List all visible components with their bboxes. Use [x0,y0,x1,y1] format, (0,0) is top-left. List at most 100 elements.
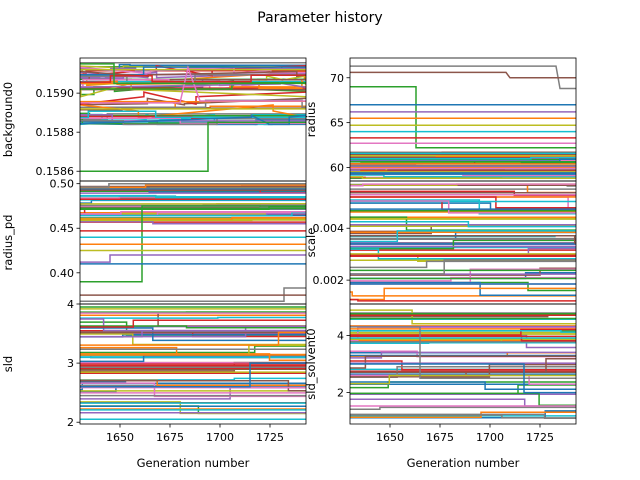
series-line [80,211,306,215]
y-tick-label: 2 [67,416,74,429]
series-line-highlight [350,85,576,149]
series-line-highlight [350,363,576,394]
series-line [80,382,306,398]
x-tick-label: 1725 [526,431,554,444]
panel-radius_pd: 0.40 0.45 0.50 radius_pd [1,178,307,305]
y-tick-label: 2 [337,387,344,400]
series-line [350,358,576,373]
series-line [350,239,576,250]
series-group [80,306,306,421]
series-line [350,329,576,333]
series-line [80,220,306,225]
series-line [350,199,576,215]
series-line [80,118,306,126]
y-axis-label: radius [304,102,318,138]
x-axis-label-right: Generation number [407,456,520,470]
y-tick-label: 0.45 [50,222,75,235]
series-line [80,319,306,328]
y-axis-label: background0 [1,82,15,157]
series-line [80,66,306,76]
x-tick-label: 1700 [476,431,504,444]
figure-title: Parameter history [257,10,382,26]
series-line [350,413,576,420]
x-tick-label: 1650 [376,431,404,444]
y-tick-label: 0.004 [313,222,345,235]
y-axis-label: radius_pd [1,215,15,271]
series-line [350,234,576,244]
series-line [350,176,576,180]
y-tick-label: 0.50 [50,178,75,191]
series-line [350,355,576,369]
axes-frame [349,303,577,425]
series-line [350,381,576,391]
series-group [350,65,576,180]
series-line [80,353,306,361]
series-line [350,216,576,231]
series-line [350,230,576,243]
series-line [350,259,576,275]
y-axis-label: sld_solvent0 [304,328,318,399]
panel-sld_solvent0: 2 4 sld_solvent0 1650 1675 1700 1725 [304,303,577,444]
series-line [350,221,576,228]
series-group [350,183,576,302]
y-tick-label: 65 [330,117,344,130]
y-axis-label: sld [1,356,15,373]
series-line [350,298,576,302]
series-line-highlight [350,326,576,380]
series-line [80,110,306,119]
series-line [350,392,576,406]
series-line [80,195,306,198]
panels: 0.1586 0.1588 0.1590 background0 60 65 70 radiu… [1,57,577,444]
series-line-highlight [80,65,306,104]
x-tick-label: 1675 [426,431,454,444]
series-group [350,309,576,420]
y-tick-label: 70 [330,72,344,85]
y-tick-label: 0.1590 [36,87,75,100]
series-line [80,182,306,188]
series-group [80,61,306,172]
series-line [350,328,576,336]
series-line [80,104,306,119]
y-tick-label: 4 [67,298,74,311]
panel-background0: 0.1586 0.1588 0.1590 background0 [1,57,307,182]
series-line-highlight [80,254,306,263]
series-line-highlight [350,71,576,79]
y-tick-label: 3 [67,357,74,370]
series-line [80,184,306,189]
y-tick-label: 60 [330,162,344,175]
series-line [80,379,306,392]
panel-radius: 60 65 70 radius [304,57,577,182]
series-line [350,406,576,411]
y-tick-label: 4 [337,329,344,342]
series-line [350,260,576,269]
series-line [350,183,576,187]
series-line [80,74,306,83]
series-line [80,327,306,342]
series-line [350,374,576,385]
series-line [80,331,306,346]
series-group [80,182,306,303]
series-line [80,355,306,363]
series-line [80,114,306,126]
series-line [350,196,576,209]
series-line [350,287,576,301]
series-line [80,316,306,319]
series-line [350,309,576,325]
series-line [80,117,306,125]
y-axis-label: scale [304,228,318,258]
y-tick-label: 0.1588 [36,126,75,139]
series-line [350,156,576,160]
panel-sld: 2 3 4 sld 1650 1675 1700 1725 [1,298,307,444]
x-axis-label-left: Generation number [137,456,250,470]
y-tick-label: 0.002 [313,274,345,287]
series-line-highlight [80,362,306,388]
x-tick-label: 1700 [206,431,234,444]
axes-frame [79,303,307,425]
x-tick-label: 1725 [256,431,284,444]
series-line-highlight [80,121,306,172]
y-tick-label: 0.40 [50,267,75,280]
series-line [350,267,576,276]
series-line [350,291,576,297]
